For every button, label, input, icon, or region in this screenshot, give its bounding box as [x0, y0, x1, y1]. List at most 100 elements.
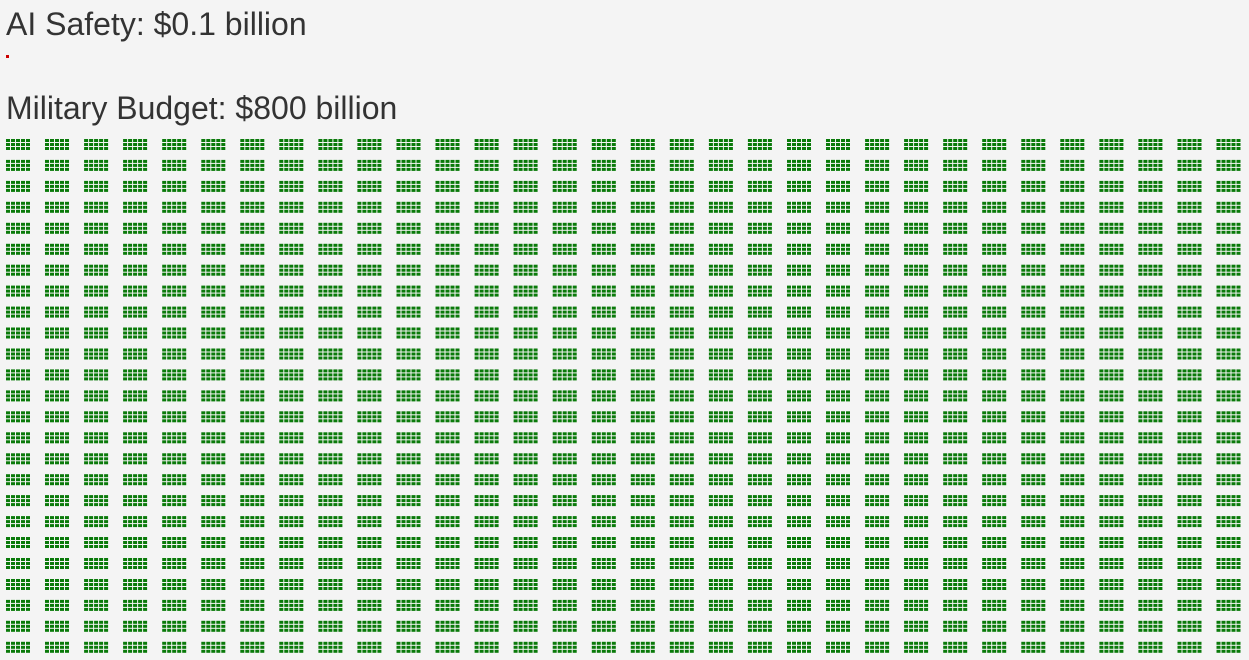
military-budget-block [943, 286, 967, 297]
military-budget-block [201, 307, 225, 318]
military-budget-block [631, 369, 655, 380]
military-budget-block [162, 181, 186, 192]
military-budget-block [943, 516, 967, 527]
military-budget-block [240, 390, 264, 401]
military-budget-block [865, 474, 889, 485]
military-budget-block [943, 474, 967, 485]
military-budget-block [709, 621, 733, 632]
military-budget-block [982, 432, 1006, 443]
military-budget-block [201, 495, 225, 506]
military-budget-block [240, 495, 264, 506]
military-budget-block [357, 139, 381, 150]
military-budget-block [162, 579, 186, 590]
military-budget-block [475, 328, 499, 339]
military-budget-block [631, 432, 655, 443]
military-budget-block [1021, 516, 1045, 527]
military-budget-block [631, 390, 655, 401]
military-budget-block [1138, 139, 1162, 150]
military-budget-block [514, 328, 538, 339]
military-budget-block [904, 600, 928, 611]
military-budget-block [6, 621, 30, 632]
military-budget-block [553, 453, 577, 464]
military-budget-block [514, 495, 538, 506]
military-budget-block [240, 579, 264, 590]
military-budget-block [1138, 495, 1162, 506]
military-budget-block [279, 181, 303, 192]
military-budget-block [748, 537, 772, 548]
military-budget-block [1021, 558, 1045, 569]
military-budget-block [748, 369, 772, 380]
military-budget-block [904, 244, 928, 255]
military-budget-block [318, 328, 342, 339]
military-budget-block [1099, 432, 1123, 443]
military-budget-block [553, 328, 577, 339]
military-budget-block [982, 181, 1006, 192]
military-budget-block [943, 307, 967, 318]
military-budget-block [6, 600, 30, 611]
military-budget-block [709, 579, 733, 590]
military-budget-block [592, 474, 616, 485]
military-budget-block [123, 181, 147, 192]
military-budget-block [357, 558, 381, 569]
military-budget-block [1021, 600, 1045, 611]
military-budget-block [709, 286, 733, 297]
military-budget-block [123, 265, 147, 276]
military-budget-block [397, 160, 421, 171]
military-budget-block [748, 139, 772, 150]
military-budget-block [553, 286, 577, 297]
military-budget-block [943, 621, 967, 632]
military-budget-block [162, 516, 186, 527]
military-budget-block [592, 307, 616, 318]
military-budget-block [865, 495, 889, 506]
military-budget-block [748, 621, 772, 632]
military-budget-block [1178, 411, 1202, 422]
military-budget-block [1060, 558, 1084, 569]
military-budget-block [670, 642, 694, 653]
military-budget-block [553, 181, 577, 192]
military-budget-block [123, 495, 147, 506]
military-budget-block [1060, 390, 1084, 401]
military-budget-block [709, 139, 733, 150]
military-budget-block [1178, 244, 1202, 255]
military-budget-block [84, 160, 108, 171]
military-budget-block [592, 558, 616, 569]
military-budget-block [1138, 537, 1162, 548]
military-budget-block [123, 328, 147, 339]
military-budget-block [357, 244, 381, 255]
military-budget-block [201, 600, 225, 611]
military-budget-block [865, 411, 889, 422]
military-budget-block [240, 286, 264, 297]
military-budget-block [436, 621, 460, 632]
military-budget-block [436, 328, 460, 339]
military-budget-block [240, 349, 264, 360]
military-budget-block [1099, 160, 1123, 171]
military-budget-block [162, 139, 186, 150]
military-budget-block [865, 432, 889, 443]
military-budget-block [787, 139, 811, 150]
military-budget-block [45, 390, 69, 401]
military-budget-block [943, 558, 967, 569]
military-budget-block [748, 432, 772, 443]
military-budget-block [1021, 537, 1045, 548]
military-budget-block [318, 558, 342, 569]
military-budget-block [279, 160, 303, 171]
military-budget-block [318, 537, 342, 548]
military-budget-block [592, 453, 616, 464]
military-budget-block [592, 181, 616, 192]
military-budget-block [1060, 160, 1084, 171]
military-budget-block [904, 223, 928, 234]
military-budget-block [787, 160, 811, 171]
military-budget-block [670, 390, 694, 401]
military-budget-block [84, 453, 108, 464]
military-budget-block [1138, 328, 1162, 339]
military-budget-block [592, 286, 616, 297]
military-budget-block [1217, 495, 1241, 506]
military-budget-block [670, 600, 694, 611]
military-budget-block [436, 411, 460, 422]
military-budget-block [904, 390, 928, 401]
military-budget-block [514, 579, 538, 590]
military-budget-block [826, 495, 850, 506]
military-budget-block [826, 390, 850, 401]
military-budget-block [592, 390, 616, 401]
military-budget-block [357, 328, 381, 339]
